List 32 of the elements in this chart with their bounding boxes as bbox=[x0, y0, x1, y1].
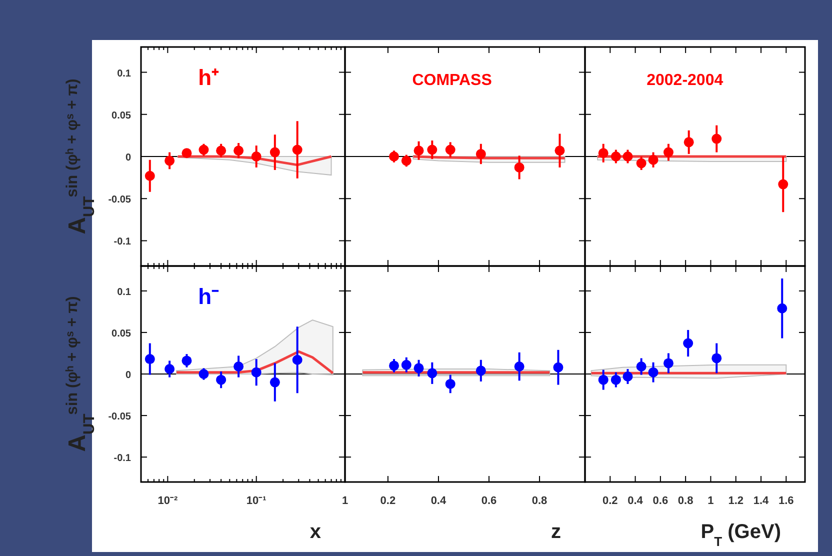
x-tick-label: 0.4 bbox=[430, 495, 447, 507]
x-tick-label: 1.4 bbox=[753, 495, 770, 507]
y-tick-label: -0.05 bbox=[108, 412, 132, 423]
annotation: h⁻ bbox=[198, 284, 220, 309]
y-tick-label: -0.05 bbox=[108, 194, 132, 206]
y-tick-label: 0 bbox=[125, 370, 132, 381]
x-tick-label: 10⁻¹ bbox=[246, 495, 267, 507]
y-tick-label: 0.1 bbox=[117, 286, 132, 298]
y-tick-label: 0.1 bbox=[117, 68, 132, 80]
annotation: 2002-2004 bbox=[646, 72, 724, 89]
y-tick-label: 0.05 bbox=[112, 328, 132, 340]
x-axis-title: x bbox=[310, 521, 321, 543]
y-tick-label: -0.1 bbox=[114, 236, 132, 248]
y-tick-label: 0 bbox=[125, 152, 132, 164]
x-tick-label: 0.2 bbox=[380, 495, 396, 507]
x-tick-label: 1 bbox=[342, 495, 348, 507]
x-tick-label: 1.6 bbox=[778, 495, 794, 507]
x-tick-label: 10⁻² bbox=[158, 495, 178, 507]
y-tick-label: 0.05 bbox=[112, 110, 132, 122]
x-axis-title: z bbox=[551, 521, 561, 543]
x-tick-label: 0.6 bbox=[481, 495, 497, 507]
annotation: COMPASS bbox=[412, 72, 492, 89]
y-tick-label: -0.1 bbox=[114, 453, 132, 464]
x-tick-label: 1.2 bbox=[728, 495, 744, 507]
x-tick-label: 0.4 bbox=[628, 495, 644, 507]
x-tick-label: 1 bbox=[708, 495, 714, 507]
x-tick-label: 0.8 bbox=[678, 495, 694, 507]
x-tick-label: 0.6 bbox=[652, 495, 668, 507]
x-axis-title: P$_{T}$ (GeV) bbox=[700, 521, 781, 548]
x-tick-label: 0.8 bbox=[532, 495, 548, 507]
annotation: h⁺ bbox=[198, 65, 220, 90]
x-tick-label: 0.2 bbox=[602, 495, 618, 507]
